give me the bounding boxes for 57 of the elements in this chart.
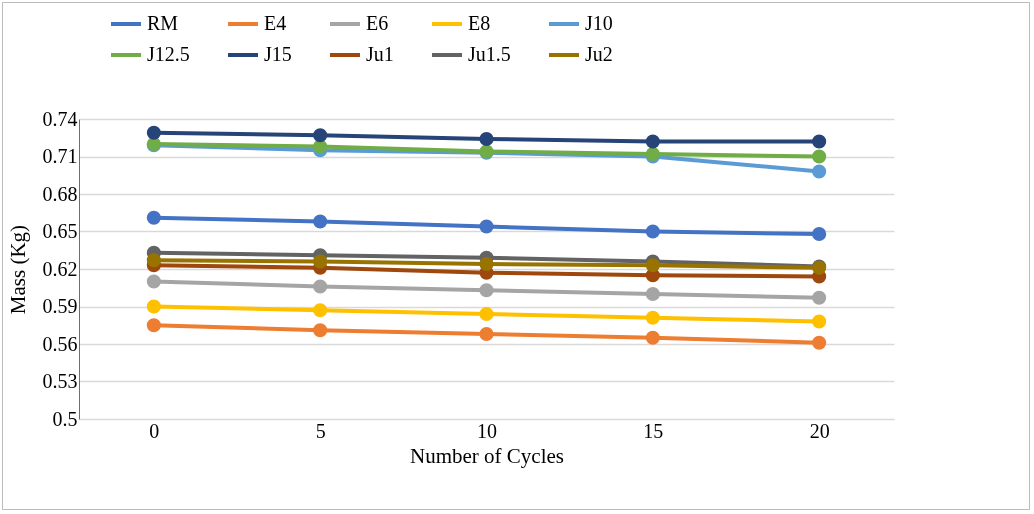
y-tick-label: 0.59 xyxy=(42,295,78,317)
legend-label: Ju2 xyxy=(585,43,613,65)
point xyxy=(812,149,827,164)
legend-label: Ju1.5 xyxy=(468,43,511,65)
legend-label: J12.5 xyxy=(147,43,190,65)
legend-label: J10 xyxy=(585,12,613,34)
point xyxy=(645,330,660,345)
point xyxy=(146,210,161,225)
point xyxy=(479,306,494,322)
y-tick-label: 0.65 xyxy=(42,220,78,242)
point xyxy=(645,258,660,273)
point xyxy=(812,164,827,179)
point xyxy=(812,134,827,149)
legend-label: J15 xyxy=(264,43,292,65)
x-tick-label: 10 xyxy=(477,419,497,442)
y-tick-label: 0.62 xyxy=(42,257,78,280)
y-tick-label: 0.74 xyxy=(42,107,78,130)
point xyxy=(146,125,161,140)
point xyxy=(645,286,660,302)
point xyxy=(313,303,328,318)
legend-label: E6 xyxy=(366,12,389,34)
point xyxy=(812,226,827,242)
legend-label: RM xyxy=(147,12,179,34)
point xyxy=(146,299,161,314)
point xyxy=(313,279,328,294)
point xyxy=(479,256,494,272)
y-tick-label: 0.53 xyxy=(42,370,78,392)
point xyxy=(146,274,161,289)
x-tick-label: 0 xyxy=(149,419,160,442)
point xyxy=(812,314,827,329)
point xyxy=(146,253,161,268)
legend-label: E8 xyxy=(468,12,491,34)
x-tick-label: 15 xyxy=(643,419,664,442)
x-tick-label: 5 xyxy=(315,419,326,442)
legend-label: E4 xyxy=(264,12,287,34)
point xyxy=(313,128,328,143)
point xyxy=(479,326,494,342)
x-axis-title: Number of Cycles xyxy=(410,443,564,468)
legend-label: Ju1 xyxy=(366,43,394,65)
point xyxy=(313,323,328,338)
point xyxy=(812,335,827,350)
point xyxy=(479,131,494,147)
point xyxy=(146,318,161,333)
point xyxy=(645,134,660,149)
x-tick-label: 20 xyxy=(809,419,830,442)
point xyxy=(313,214,328,229)
y-tick-label: 0.5 xyxy=(52,407,78,430)
y-tick-label: 0.68 xyxy=(42,182,78,205)
y-axis-title: Mass (Kg) xyxy=(5,224,30,315)
point xyxy=(479,219,494,234)
y-tick-label: 0.71 xyxy=(42,145,78,167)
point xyxy=(645,310,660,325)
point xyxy=(645,224,660,239)
y-tick-label: 0.56 xyxy=(42,332,78,355)
point xyxy=(313,254,328,269)
point xyxy=(812,290,827,305)
point xyxy=(479,283,494,298)
